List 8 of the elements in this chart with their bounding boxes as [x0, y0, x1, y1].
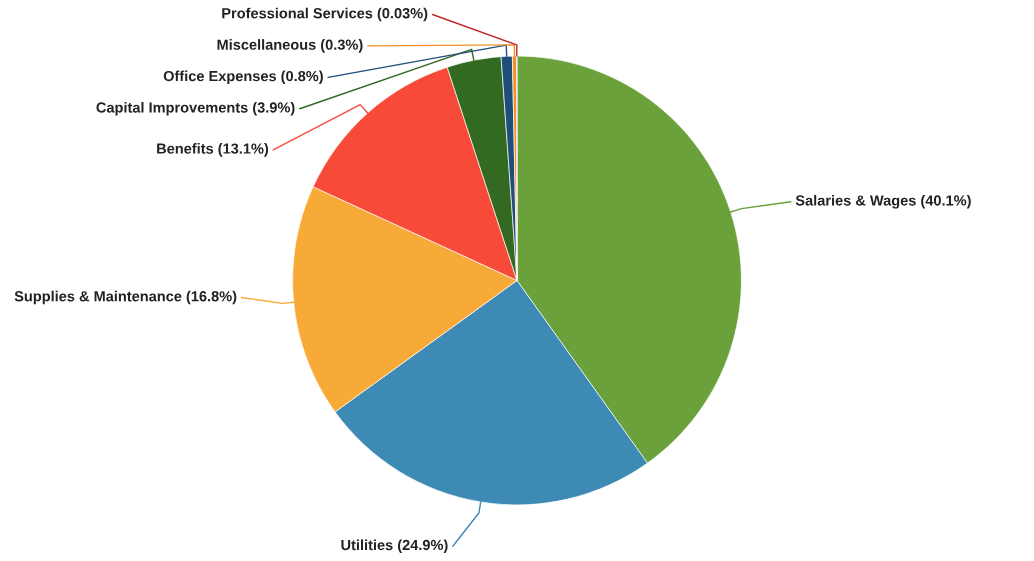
- slice-label: Supplies & Maintenance (16.8%): [14, 290, 237, 305]
- slice-label: Miscellaneous (0.3%): [217, 39, 363, 53]
- slice-label: Office Expenses (0.8%): [163, 70, 323, 85]
- slice-label: Capital Improvements (3.9%): [96, 101, 295, 116]
- slice-label: Utilities (24.9%): [341, 539, 448, 554]
- slice-label: Benefits (13.1%): [157, 143, 269, 157]
- slice-label: Salaries & Wages (40.1%): [795, 194, 971, 209]
- slice-label: Professional Services (0.03%): [222, 7, 428, 22]
